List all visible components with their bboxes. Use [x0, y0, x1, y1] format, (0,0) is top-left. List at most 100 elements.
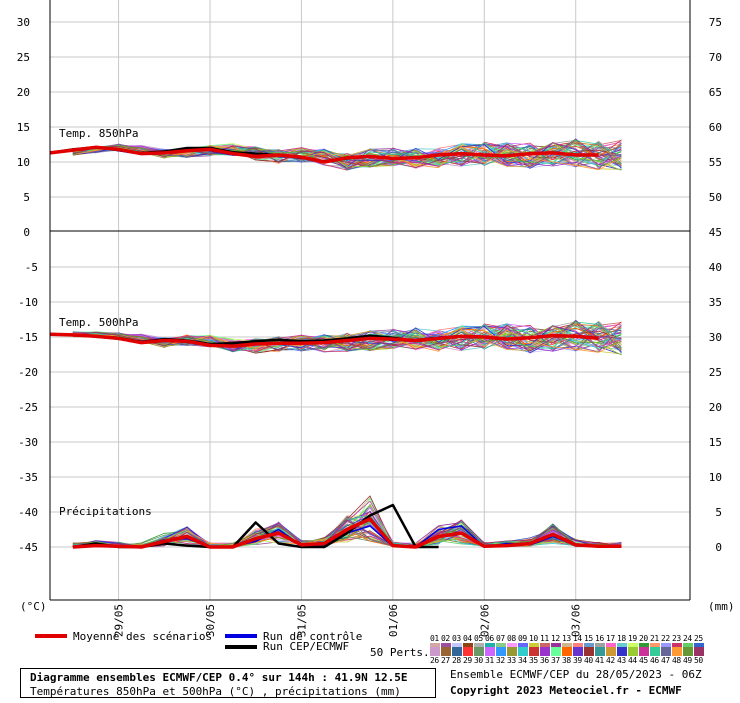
member-swatch: [474, 647, 484, 656]
x-tick-label: 30/05: [204, 604, 217, 637]
member-number: 11: [540, 634, 549, 643]
right-tick-label: 15: [709, 436, 722, 449]
member-swatch: [551, 647, 561, 656]
member-number: 30: [474, 656, 483, 665]
member-number: 31: [485, 656, 494, 665]
left-tick-label: -45: [18, 541, 38, 554]
member-swatch: [694, 647, 704, 656]
member-number: 05: [474, 634, 483, 643]
right-tick-label: 20: [709, 401, 722, 414]
member-number: 17: [606, 634, 615, 643]
member-number: 36: [540, 656, 549, 665]
member-number: 28: [452, 656, 461, 665]
member-number: 29: [463, 656, 472, 665]
member-line-t850: [72, 145, 622, 169]
member-number: 21: [650, 634, 659, 643]
x-tick-label: 01/06: [387, 604, 400, 637]
member-number: 04: [463, 634, 472, 643]
x-tick-label: 29/05: [113, 604, 126, 637]
member-number: 45: [639, 656, 648, 665]
member-number: 32: [496, 656, 505, 665]
panel-label-precip: Précipitations: [59, 505, 152, 518]
left-unit-label: (°C): [20, 600, 47, 613]
members-label: 50 Perts.: [370, 646, 430, 659]
member-number: 13: [562, 634, 571, 643]
left-tick-label: 5: [23, 191, 30, 204]
copyright: Copyright 2023 Meteociel.fr - ECMWF: [450, 684, 682, 697]
member-line-t850: [72, 142, 622, 167]
left-tick-label: -30: [18, 436, 38, 449]
panel-label-t500: Temp. 500hPa: [59, 316, 138, 329]
left-tick-label: 20: [17, 86, 30, 99]
legend-label-ecmwf: Run CEP/ECMWF: [263, 640, 350, 653]
member-swatch: [529, 647, 539, 656]
right-tick-label: 35: [709, 296, 722, 309]
member-number: 44: [628, 656, 637, 665]
right-tick-label: 75: [709, 16, 722, 29]
member-number: 09: [518, 634, 527, 643]
panel-label-t850: Temp. 850hPa: [59, 127, 138, 140]
member-number: 25: [694, 634, 703, 643]
member-number: 27: [441, 656, 450, 665]
left-tick-label: 10: [17, 156, 30, 169]
member-number: 23: [672, 634, 681, 643]
member-swatch: [540, 647, 550, 656]
left-tick-label: -25: [18, 401, 38, 414]
x-tick-label: 03/06: [570, 604, 583, 637]
member-number: 14: [573, 634, 582, 643]
right-tick-label: 60: [709, 121, 722, 134]
member-swatch: [595, 647, 605, 656]
chart-subtitle: Températures 850hPa et 500hPa (°C) , pré…: [30, 685, 401, 698]
member-swatch: [584, 647, 594, 656]
member-swatch: [606, 647, 616, 656]
right-tick-label: 50: [709, 191, 722, 204]
title-box: Diagramme ensembles ECMWF/CEP 0.4° sur 1…: [20, 668, 436, 698]
member-line-t500: [72, 331, 622, 352]
member-line-t500: [72, 320, 622, 351]
member-number: 34: [518, 656, 527, 665]
member-number: 16: [595, 634, 604, 643]
member-line-precip: [72, 519, 622, 548]
member-number: 40: [584, 656, 593, 665]
member-swatch: [683, 647, 693, 656]
member-line-t850: [72, 143, 622, 167]
left-tick-label: -40: [18, 506, 38, 519]
left-tick-label: -35: [18, 471, 38, 484]
member-swatch: [518, 647, 528, 656]
member-number: 07: [496, 634, 505, 643]
left-tick-label: 0: [23, 226, 30, 239]
member-number: 50: [694, 656, 703, 665]
member-number: 01: [430, 634, 439, 643]
member-number: 08: [507, 634, 516, 643]
member-number: 22: [661, 634, 670, 643]
right-tick-label: 0: [715, 541, 722, 554]
left-tick-label: 30: [17, 16, 30, 29]
right-unit-label: (mm): [708, 600, 735, 613]
series-layer: [49, 138, 622, 549]
member-number: 43: [617, 656, 626, 665]
member-number: 20: [639, 634, 648, 643]
right-tick-label: 70: [709, 51, 722, 64]
member-number: 26: [430, 656, 439, 665]
legend-label-control: Run de contrôle: [263, 630, 363, 643]
member-swatch: [672, 647, 682, 656]
member-number: 19: [628, 634, 637, 643]
member-number: 24: [683, 634, 692, 643]
right-tick-label: 55: [709, 156, 722, 169]
member-swatch: [573, 647, 583, 656]
member-swatch: [441, 647, 451, 656]
right-tick-label: 5: [715, 506, 722, 519]
member-number: 42: [606, 656, 615, 665]
run-info: Ensemble ECMWF/CEP du 28/05/2023 - 06Z: [450, 668, 702, 681]
member-number: 46: [650, 656, 659, 665]
right-tick-label: 65: [709, 86, 722, 99]
member-swatch: [485, 647, 495, 656]
member-number: 18: [617, 634, 626, 643]
member-number: 41: [595, 656, 604, 665]
member-swatch: [496, 647, 506, 656]
member-swatch: [430, 647, 440, 656]
right-tick-label: 10: [709, 471, 722, 484]
left-tick-label: -20: [18, 366, 38, 379]
series-mean-t500: [49, 332, 599, 348]
